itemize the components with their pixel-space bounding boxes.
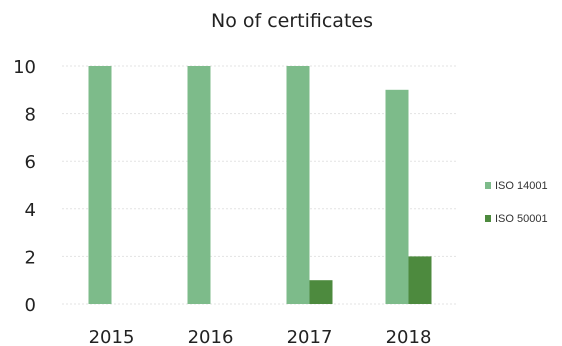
x-tick-label: 2018 [386, 327, 432, 346]
bar-iso-50001-2017 [309, 280, 333, 304]
x-tick-label: 2016 [188, 327, 234, 346]
legend-label: ISO 50001 [495, 213, 548, 225]
legend-swatch [485, 215, 491, 222]
y-tick-label: 0 [25, 295, 36, 316]
y-tick-label: 2 [25, 247, 36, 268]
y-axis-ticks: 0 2 4 6 8 10 [13, 57, 36, 316]
y-tick-label: 10 [13, 57, 36, 78]
bar-iso-14001-2017 [286, 66, 310, 304]
bar-iso-14001-2018 [385, 89, 409, 304]
x-tick-label: 2015 [89, 327, 135, 346]
bar-iso-14001-2015 [88, 66, 112, 304]
bar-iso-50001-2018 [408, 256, 432, 304]
y-tick-label: 6 [25, 152, 36, 173]
legend-label: ISO 14001 [495, 180, 548, 192]
y-tick-label: 4 [25, 200, 36, 221]
chart-title: No of certificates [211, 10, 373, 32]
x-tick-label: 2017 [287, 327, 333, 346]
legend: ISO 14001 ISO 50001 [485, 180, 548, 225]
bars [88, 66, 432, 304]
y-tick-label: 8 [25, 105, 36, 126]
legend-swatch [485, 182, 491, 189]
x-axis-ticks: 2015 2016 2017 2018 [89, 327, 432, 346]
bar-iso-14001-2016 [187, 66, 211, 304]
